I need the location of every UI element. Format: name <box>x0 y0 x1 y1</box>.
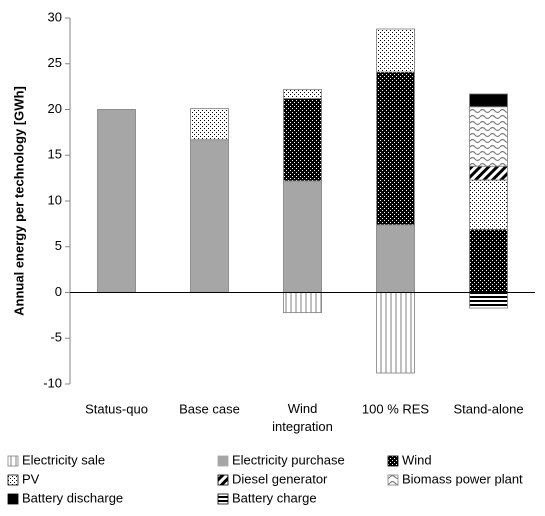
bar-segment <box>469 179 508 230</box>
bar-segment <box>376 224 415 293</box>
legend-swatch <box>7 493 19 505</box>
legend-label: Battery discharge <box>22 490 123 505</box>
bar-segment <box>190 108 229 141</box>
legend-label: Wind <box>402 452 432 467</box>
bar-segment <box>376 28 415 73</box>
bar-segment <box>469 228 508 293</box>
bar-segment <box>376 292 415 374</box>
bar-segment <box>376 71 415 226</box>
legend-swatch <box>7 455 19 467</box>
y-tick-label: 20 <box>48 101 62 116</box>
bar-segment <box>190 139 229 293</box>
legend-swatch <box>7 474 19 486</box>
y-tick-label: -5 <box>50 330 62 345</box>
legend-swatch <box>217 455 229 467</box>
legend-swatch <box>387 455 399 467</box>
y-tick-label: 0 <box>55 284 62 299</box>
legend-swatch <box>217 474 229 486</box>
legend-swatch <box>217 493 229 505</box>
y-tick-label: 25 <box>48 55 62 70</box>
bar-segment <box>283 88 322 99</box>
x-tick-label: Status-quo <box>85 401 148 416</box>
bar-segment <box>283 98 322 182</box>
legend-label: Electricity purchase <box>232 452 345 467</box>
bar-segment <box>283 292 322 314</box>
bar-segment <box>97 109 136 293</box>
legend-label: Electricity sale <box>22 452 105 467</box>
y-tick-label: 30 <box>48 9 62 24</box>
legend-label: Diesel generator <box>232 471 328 486</box>
y-axis-label: Annual energy per technology [GWh] <box>11 86 26 316</box>
x-tick-label: Base case <box>179 401 240 416</box>
x-tick-label: Stand-alone <box>453 401 523 416</box>
bar-segment <box>469 165 508 181</box>
y-tick-label: 15 <box>48 147 62 162</box>
x-tick-label: 100 % RES <box>362 401 430 416</box>
bar-segment <box>283 180 322 293</box>
legend-label: Biomass power plant <box>402 471 523 486</box>
legend-swatch <box>387 474 399 486</box>
bar-segment <box>469 93 508 108</box>
legend-label: PV <box>22 471 40 486</box>
bar-segment <box>469 106 508 167</box>
bar-segment <box>469 292 508 309</box>
y-tick-label: 5 <box>55 238 62 253</box>
y-tick-label: -10 <box>43 375 62 390</box>
y-tick-label: 10 <box>48 192 62 207</box>
x-tick-label: Wind integration <box>272 401 333 434</box>
legend-label: Battery charge <box>232 490 317 505</box>
